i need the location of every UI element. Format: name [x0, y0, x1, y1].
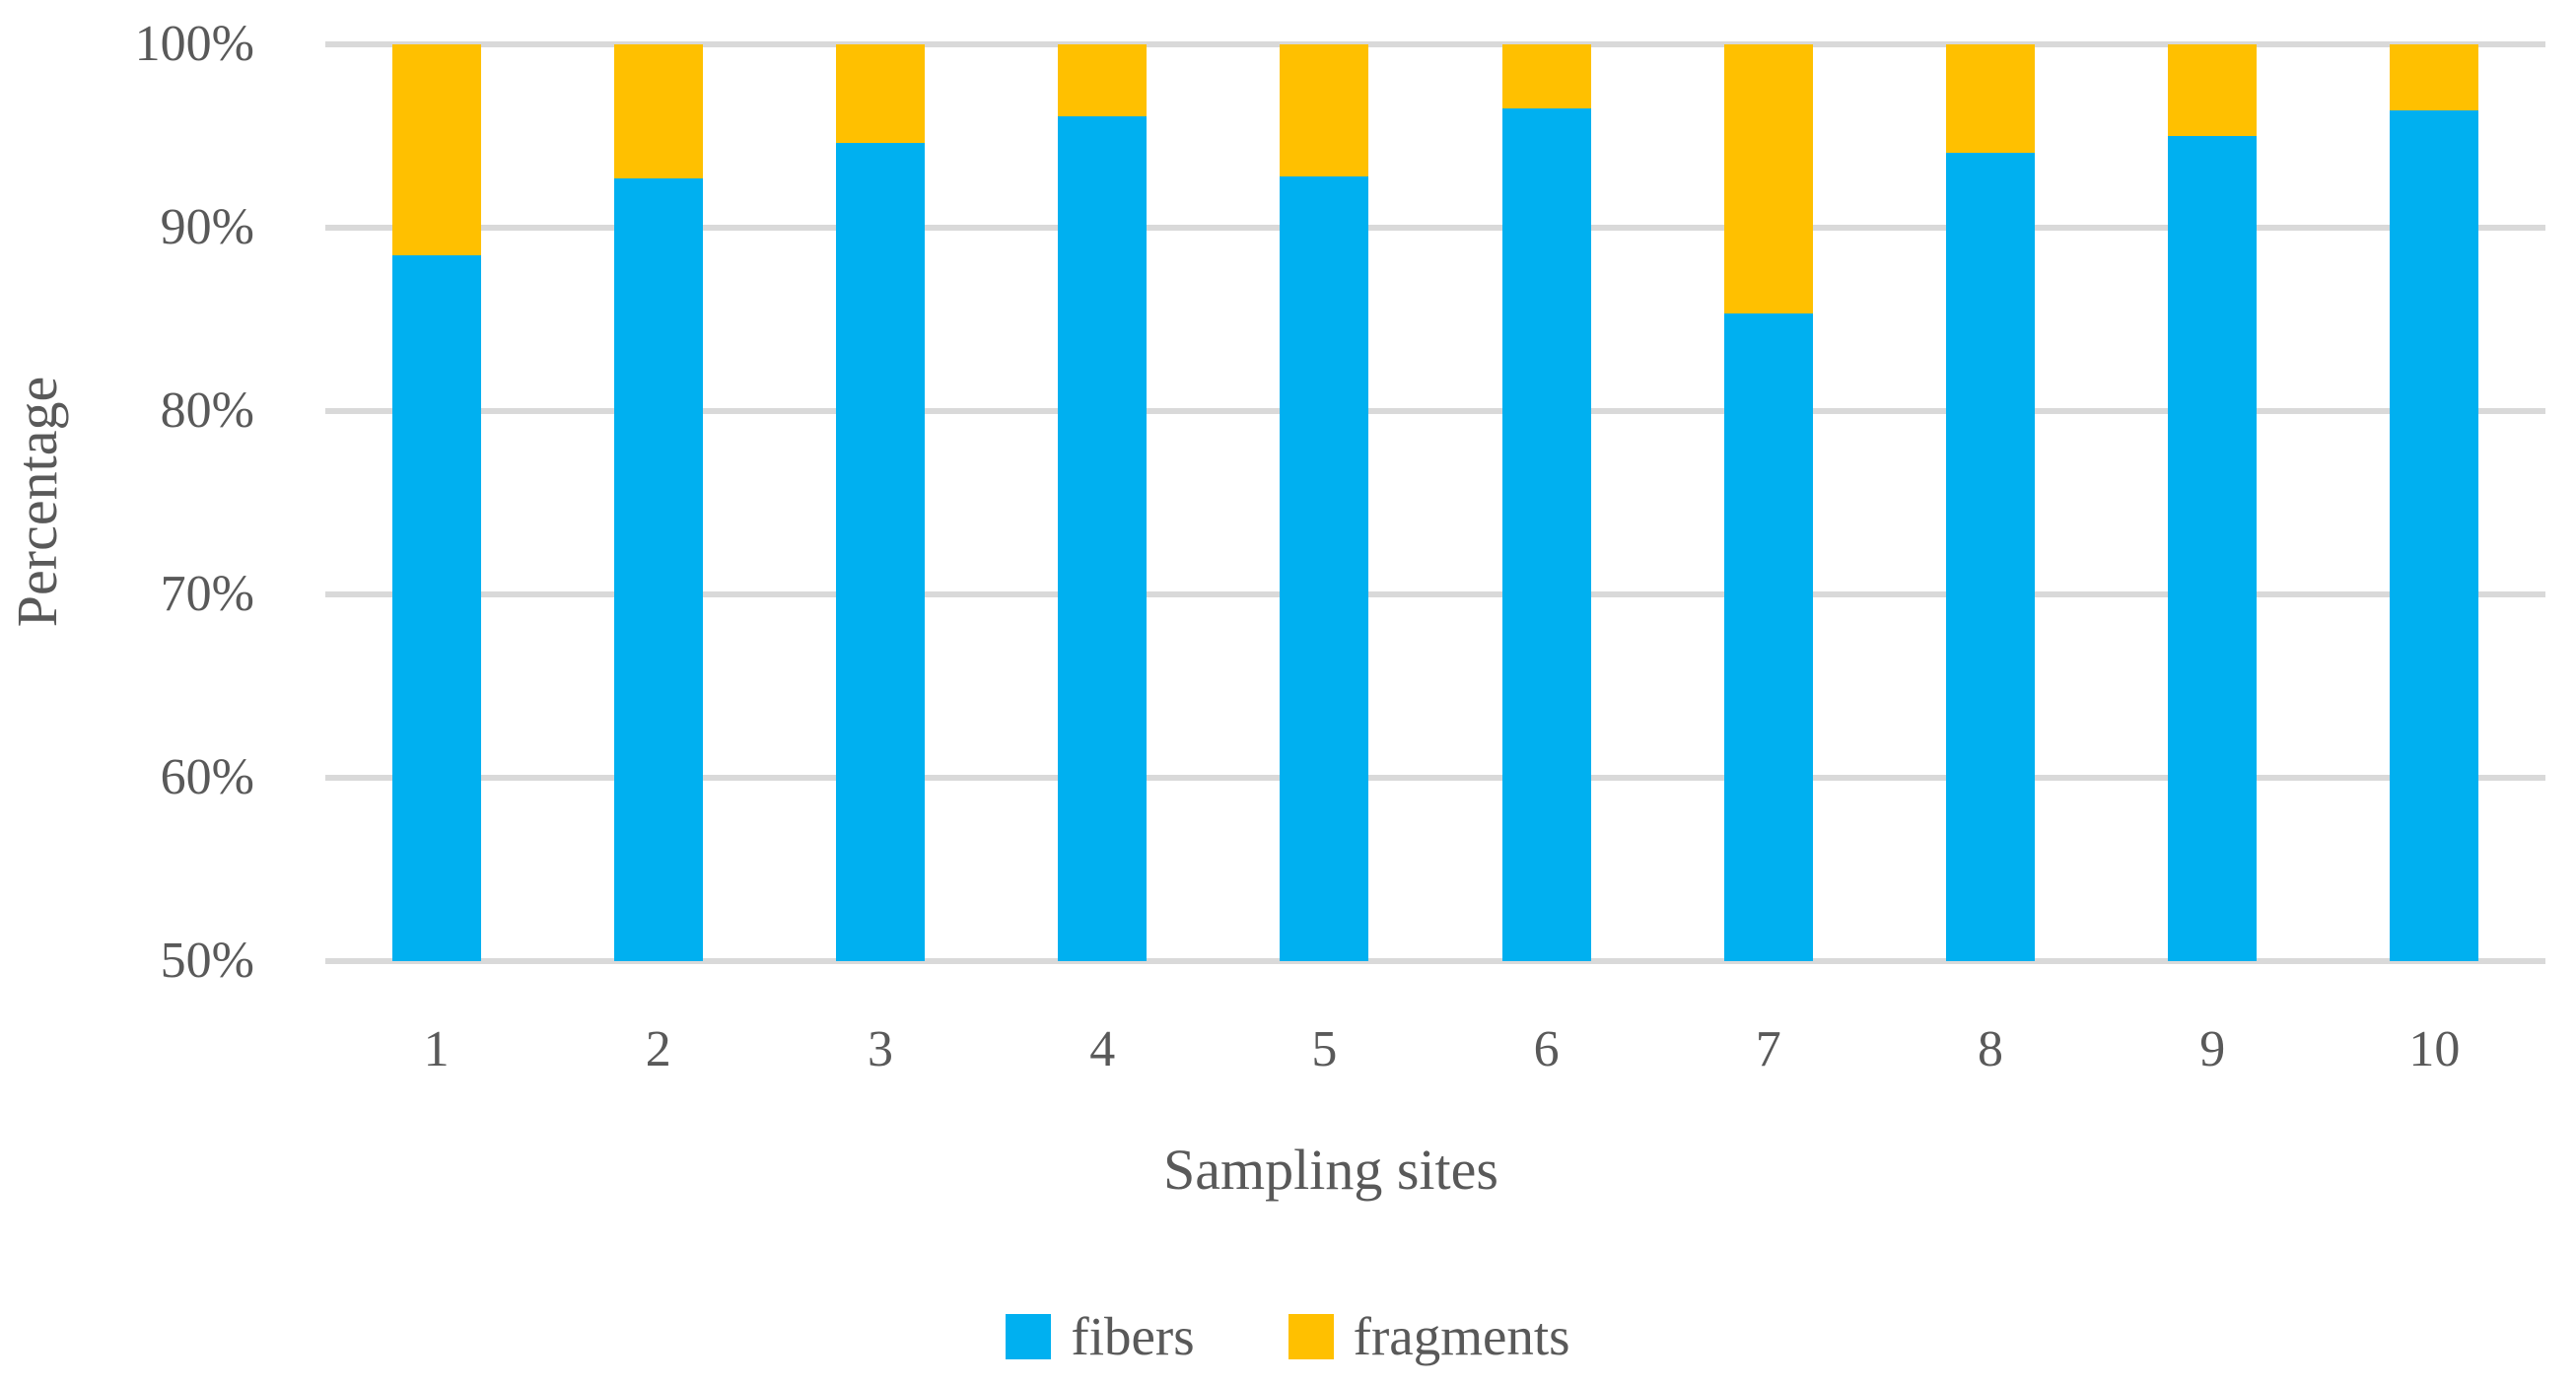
bar-segment-fragments	[1501, 44, 1591, 109]
bar-segment-fragments	[2390, 44, 2479, 110]
bar-site-8	[1946, 44, 2035, 961]
bar-segment-fibers	[1501, 108, 1591, 961]
x-tick-label: 3	[868, 1021, 893, 1077]
x-tick-label: 8	[1978, 1021, 2003, 1077]
plot-area	[325, 41, 2545, 964]
bar-site-3	[836, 44, 925, 961]
y-tick-label: 50%	[160, 933, 254, 989]
x-axis-tick-labels: 1 2 3 4 5 6 7 8 9 10	[325, 1015, 2545, 1084]
bar-segment-fragments	[1058, 44, 1148, 116]
gridline	[325, 225, 2545, 231]
bar-site-1	[391, 44, 481, 961]
legend-swatch-fragments	[1288, 1314, 1334, 1359]
gridline	[325, 775, 2545, 781]
legend-item-fragments: fragments	[1288, 1307, 1570, 1366]
bar-segment-fragments	[2168, 44, 2258, 136]
y-tick-label: 70%	[160, 566, 254, 622]
bar-site-7	[1723, 44, 1813, 961]
bar-segment-fragments	[1723, 44, 1813, 314]
legend-swatch-fibers	[1006, 1314, 1052, 1359]
gridline	[325, 41, 2545, 47]
x-tick-label: 10	[2408, 1021, 2461, 1077]
bar-segment-fibers	[836, 143, 925, 961]
y-tick-label: 90%	[160, 199, 254, 255]
y-tick-label: 60%	[160, 749, 254, 805]
bar-segment-fragments	[1280, 44, 1369, 176]
bar-site-4	[1058, 44, 1148, 961]
bar-segment-fibers	[1058, 115, 1148, 961]
bar-segment-fragments	[613, 44, 703, 178]
x-tick-label: 9	[2199, 1021, 2226, 1077]
gridline	[325, 591, 2545, 597]
bar-site-10	[2390, 44, 2479, 961]
bar-site-9	[2168, 44, 2258, 961]
x-tick-label: 4	[1089, 1021, 1116, 1077]
bar-segment-fibers	[2390, 109, 2479, 961]
bar-site-2	[613, 44, 703, 961]
x-tick-label: 1	[423, 1021, 450, 1077]
bar-segment-fragments	[391, 44, 481, 255]
bar-segment-fibers	[1723, 313, 1813, 961]
bar-segment-fibers	[391, 254, 481, 961]
x-tick-label: 2	[645, 1021, 671, 1077]
bar-segment-fibers	[2168, 136, 2258, 961]
bar-segment-fragments	[836, 44, 925, 144]
legend-label-fragments: fragments	[1353, 1306, 1570, 1366]
legend-label-fibers: fibers	[1071, 1306, 1195, 1366]
legend-item-fibers: fibers	[1006, 1306, 1195, 1366]
y-axis-tick-labels: 100% 90% 80% 70% 60% 50%	[0, 0, 254, 1385]
x-tick-label: 7	[1755, 1021, 1781, 1077]
y-tick-label: 80%	[160, 382, 254, 439]
x-axis-title: Sampling sites	[1163, 1138, 1498, 1202]
bar-site-6	[1501, 44, 1591, 961]
y-tick-label: 100%	[134, 16, 254, 72]
bar-segment-fibers	[1946, 152, 2035, 961]
x-tick-label: 6	[1533, 1021, 1560, 1077]
bar-segment-fibers	[613, 177, 703, 961]
gridline	[325, 958, 2545, 964]
bar-site-5	[1280, 44, 1369, 961]
bar-segment-fragments	[1946, 44, 2035, 153]
bar-segment-fibers	[1280, 175, 1369, 961]
legend: fibers fragments	[0, 1307, 2576, 1366]
x-tick-label: 5	[1311, 1021, 1338, 1077]
gridline	[325, 408, 2545, 414]
